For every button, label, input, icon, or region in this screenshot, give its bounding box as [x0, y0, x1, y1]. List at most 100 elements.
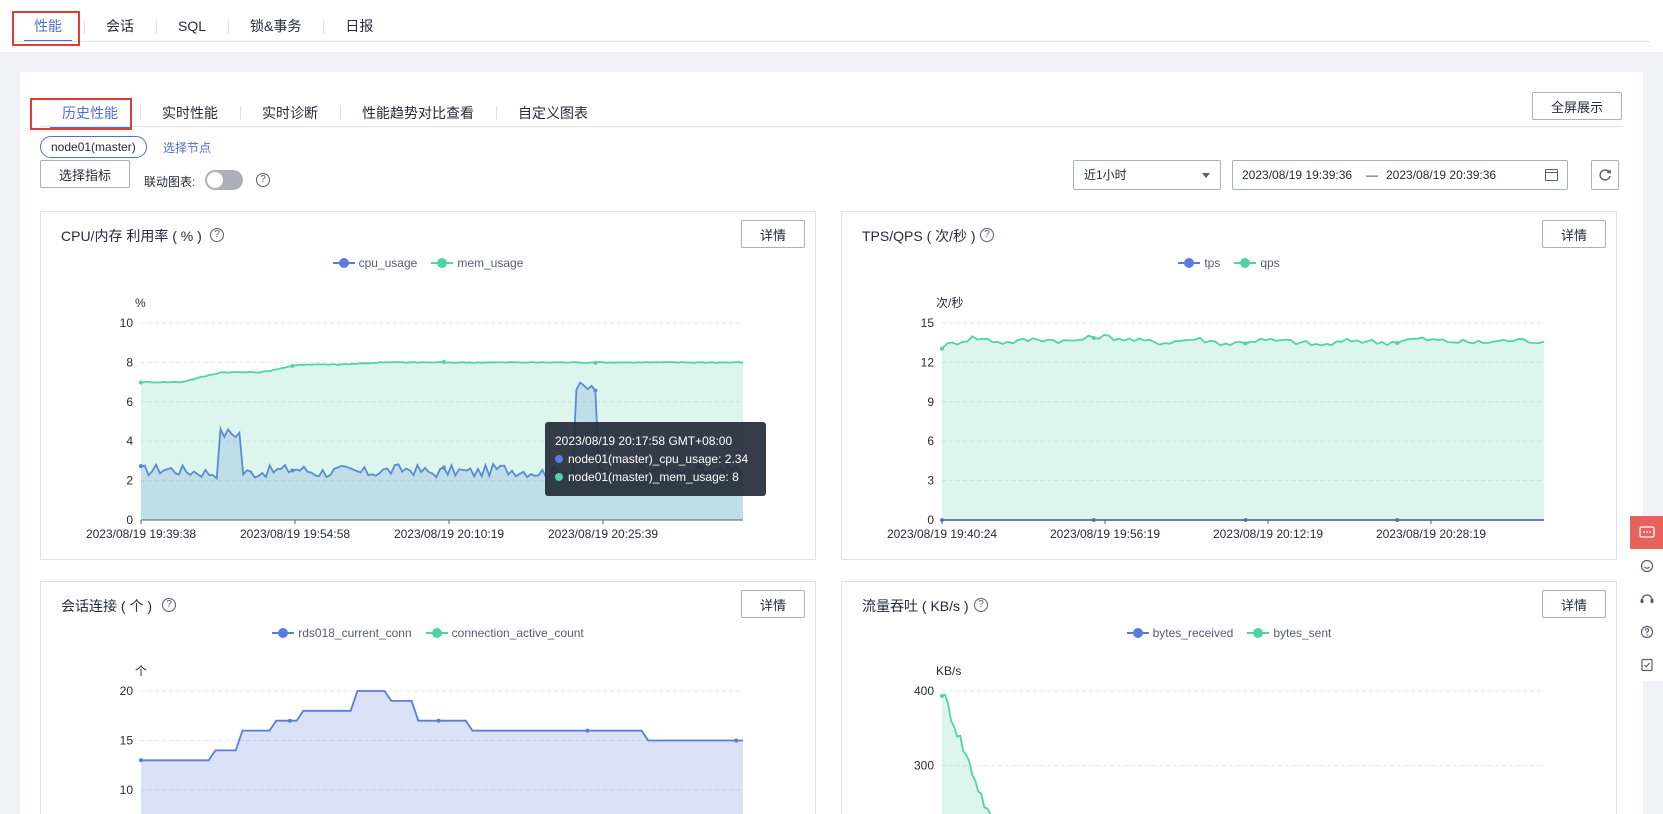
legend-label: connection_active_count	[451, 626, 584, 640]
y-tick-label: 8	[126, 355, 133, 369]
legend-marker	[1126, 628, 1149, 638]
chart-legend: rds018_current_conn connection_active_co…	[41, 626, 815, 640]
legend-item-active-count[interactable]: connection_active_count	[425, 626, 584, 640]
series-point	[734, 738, 739, 743]
y-tick-label: 300	[914, 759, 934, 773]
chart-card-tps-qps: TPS/QPS ( 次/秒 ) ? 详情 tps qps 次/秒 15 12 9 6 3 0…	[841, 211, 1617, 560]
date-start: 2023/08/19 19:39:36	[1242, 168, 1353, 182]
node-chip[interactable]: node01(master)	[40, 136, 147, 158]
series-point	[585, 728, 590, 733]
legend-item-bytes-sent[interactable]: bytes_sent	[1247, 626, 1331, 640]
series-point	[1091, 335, 1096, 340]
divider	[12, 41, 1650, 42]
select-metric-button[interactable]: 选择指标	[40, 160, 130, 188]
series-point	[290, 468, 295, 473]
tab-custom-chart[interactable]: 自定义图表	[496, 98, 610, 128]
time-range-select[interactable]: 近1小时	[1073, 160, 1221, 190]
y-tick-label: 20	[120, 684, 134, 698]
tab-history-performance[interactable]: 历史性能	[40, 98, 140, 128]
survey-button[interactable]	[1630, 648, 1663, 681]
legend-item-current-conn[interactable]: rds018_current_conn	[272, 626, 412, 640]
link-chart-toggle[interactable]	[205, 170, 243, 190]
tab-trend-compare[interactable]: 性能趋势对比查看	[340, 98, 496, 128]
tab-label: 日报	[345, 18, 374, 34]
highlight-box	[30, 98, 132, 130]
chart-title: CPU/内存 利用率 ( % )	[61, 228, 202, 244]
toggle-knob	[207, 172, 223, 188]
detail-button[interactable]: 详情	[741, 220, 805, 248]
date-end: 2023/08/19 20:39:36	[1386, 168, 1497, 182]
legend-label: cpu_usage	[358, 256, 418, 270]
chart-card-sessions: 会话连接 ( 个 ) ? 详情 rds018_current_conn conn…	[40, 581, 816, 814]
series-point	[290, 364, 295, 369]
tab-session[interactable]: 会话	[84, 10, 156, 46]
axis-unit-label: 次/秒	[936, 296, 963, 310]
y-tick-label: 2	[126, 474, 133, 488]
satisfaction-button[interactable]	[1630, 549, 1663, 582]
help-button[interactable]	[1630, 615, 1663, 648]
tab-label: 实时诊断	[262, 105, 318, 121]
series-line-rds018_current_conn	[141, 690, 743, 762]
tab-label: 性能	[34, 18, 62, 34]
sub-tabs: 历史性能 实时性能 实时诊断 性能趋势对比查看 自定义图表	[40, 98, 610, 128]
series-point	[593, 388, 598, 393]
legend-label: tps	[1204, 256, 1221, 270]
tab-realtime-diagnosis[interactable]: 实时诊断	[240, 98, 340, 128]
top-tabs: 性能 会话 SQL 锁&事务 日报	[12, 10, 395, 46]
help-icon[interactable]: ?	[210, 228, 224, 242]
help-icon[interactable]: ?	[980, 228, 994, 242]
series-point	[436, 718, 441, 723]
detail-button[interactable]: 详情	[1542, 220, 1606, 248]
y-tick-label: 12	[921, 355, 935, 369]
legend-marker	[431, 258, 454, 268]
legend-item-cpu-usage[interactable]: cpu_usage	[332, 256, 418, 270]
divider	[40, 126, 1623, 127]
x-tick-label: 2023/08/19 20:12:19	[1213, 527, 1323, 541]
x-tick-label: 2023/08/19 20:10:19	[394, 527, 504, 541]
help-icon[interactable]: ?	[256, 173, 270, 187]
legend-item-qps[interactable]: qps	[1234, 256, 1280, 270]
legend-label: qps	[1260, 256, 1280, 270]
tooltip-value: node01(master)_cpu_usage: 2.34	[568, 452, 749, 466]
y-tick-label: 3	[927, 474, 934, 488]
chart-title: TPS/QPS ( 次/秒 )	[862, 228, 976, 244]
tab-label: 实时性能	[162, 105, 218, 121]
legend-marker	[1178, 258, 1201, 268]
refresh-button[interactable]	[1591, 160, 1619, 190]
chart-plot: 个20 15 10	[120, 664, 743, 814]
select-node-link[interactable]: 选择节点	[163, 141, 212, 155]
tab-daily-report[interactable]: 日报	[323, 10, 395, 46]
tooltip-time: 2023/08/19 20:17:58 GMT+08:00	[555, 434, 733, 448]
headset-icon	[1640, 593, 1653, 603]
floating-toolbar	[1630, 516, 1663, 681]
axis-unit-label: %	[135, 296, 146, 310]
x-tick-label: 2023/08/19 19:54:58	[240, 527, 350, 541]
y-tick-label: 6	[126, 395, 133, 409]
y-tick-label: 15	[120, 734, 134, 748]
tab-sql[interactable]: SQL	[156, 10, 228, 46]
series-point	[593, 360, 598, 365]
smile-icon	[1640, 559, 1653, 572]
fullscreen-button[interactable]: 全屏展示	[1532, 92, 1622, 120]
tab-realtime-performance[interactable]: 实时性能	[140, 98, 240, 128]
date-range-picker[interactable]: 2023/08/19 19:39:36 — 2023/08/19 20:39:3…	[1232, 160, 1568, 190]
detail-button[interactable]: 详情	[741, 590, 805, 618]
refresh-icon	[1599, 169, 1611, 181]
tab-label: 历史性能	[62, 105, 118, 121]
chart-legend: tps qps	[842, 256, 1616, 270]
legend-marker	[1234, 258, 1257, 268]
y-tick-label: 0	[126, 513, 133, 527]
feedback-button[interactable]	[1630, 516, 1663, 549]
series-point	[1243, 341, 1248, 346]
chart-title: 会话连接 ( 个 )	[61, 598, 152, 614]
x-tick-label: 2023/08/19 19:56:19	[1050, 527, 1160, 541]
legend-item-mem-usage[interactable]: mem_usage	[431, 256, 523, 270]
service-button[interactable]	[1630, 582, 1663, 615]
legend-item-tps[interactable]: tps	[1178, 256, 1220, 270]
help-icon[interactable]: ?	[162, 598, 176, 612]
legend-item-bytes-received[interactable]: bytes_received	[1126, 626, 1233, 640]
help-icon[interactable]: ?	[974, 598, 988, 612]
tab-lock-transaction[interactable]: 锁&事务	[228, 10, 323, 46]
detail-button[interactable]: 详情	[1542, 590, 1606, 618]
